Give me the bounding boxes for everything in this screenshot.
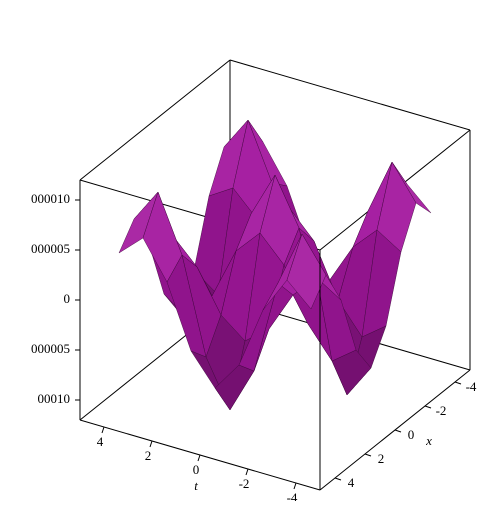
t-tick-label: -4 — [287, 490, 298, 501]
x-tick-label: 4 — [348, 475, 355, 490]
surface-patch — [286, 233, 327, 310]
t-tick-label: 0 — [193, 462, 200, 477]
t-tick — [197, 454, 201, 462]
x-tick — [334, 477, 342, 481]
t-tick-label: 4 — [97, 434, 104, 449]
x-tick — [454, 381, 462, 385]
box-edge — [79, 59, 231, 181]
x-tick-label: -2 — [436, 403, 447, 418]
t-tick — [293, 482, 297, 490]
box-edge — [229, 59, 471, 131]
z-tick-label: 000005 — [31, 341, 70, 356]
z-tick-label: 000005 — [31, 241, 70, 256]
x-axis-label: x — [425, 433, 432, 448]
t-tick — [101, 426, 105, 434]
t-tick — [245, 468, 249, 476]
t-tick-label: -2 — [239, 476, 250, 491]
x-tick-label: 0 — [408, 427, 415, 442]
x-tick — [364, 453, 372, 457]
t-axis-label: t — [194, 478, 198, 493]
z-tick-label: 00010 — [38, 391, 71, 406]
x-tick — [394, 429, 402, 433]
x-tick-label: -4 — [466, 379, 477, 394]
x-tick — [424, 405, 432, 409]
z-tick-label: 0 — [64, 291, 71, 306]
z-tick-label: 000010 — [31, 191, 70, 206]
t-tick — [149, 440, 153, 448]
x-tick-label: 2 — [378, 451, 385, 466]
t-tick-label: 2 — [145, 448, 152, 463]
